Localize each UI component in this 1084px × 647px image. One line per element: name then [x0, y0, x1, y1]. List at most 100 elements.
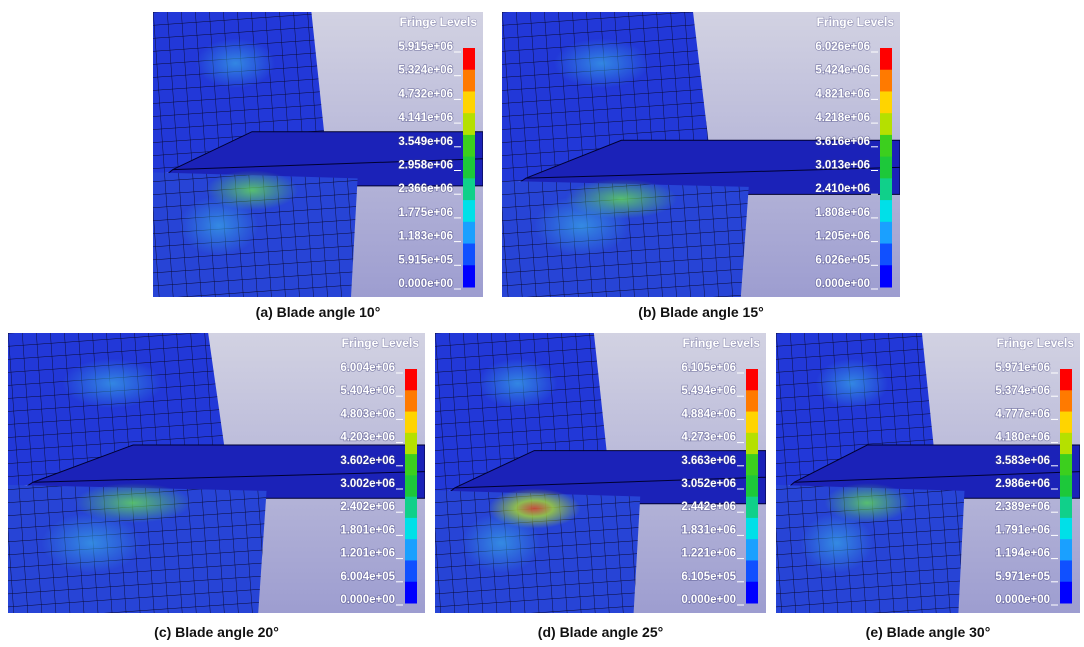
level-label: 5.424e+06 — [815, 65, 870, 77]
caption: (c) Blade angle 20° — [154, 624, 279, 640]
level-label: 4.203e+06 — [340, 432, 395, 444]
level-label: 6.105e+05 — [681, 571, 736, 583]
color-band — [463, 70, 475, 92]
level-label: 5.374e+06 — [995, 385, 1050, 397]
color-band — [746, 518, 758, 540]
color-band — [463, 244, 475, 266]
level-label: 3.013e+06 — [815, 160, 870, 172]
level-label: 3.002e+06 — [340, 478, 395, 490]
level-label: 3.549e+06 — [398, 136, 453, 148]
level-label: 4.777e+06 — [995, 408, 1050, 420]
level-label: 5.324e+06 — [398, 65, 453, 77]
color-band — [405, 412, 417, 434]
color-band — [880, 70, 892, 92]
level-label: 1.801e+06 — [340, 524, 395, 536]
level-label: 0.000e+00 — [995, 594, 1050, 606]
color-band — [746, 475, 758, 497]
level-label: 3.602e+06 — [340, 455, 395, 467]
level-label: 1.775e+06 — [398, 207, 453, 219]
level-label: 1.205e+06 — [815, 231, 870, 243]
level-label: 3.052e+06 — [681, 478, 736, 490]
color-band — [880, 48, 892, 70]
color-band — [405, 433, 417, 455]
color-band — [746, 390, 758, 412]
color-band — [1060, 412, 1072, 434]
color-band — [463, 157, 475, 179]
color-band — [405, 454, 417, 476]
color-band — [1060, 454, 1072, 476]
color-band — [1060, 369, 1072, 391]
level-label: 3.583e+06 — [995, 455, 1050, 467]
color-band — [746, 560, 758, 582]
level-label: 6.026e+05 — [815, 254, 870, 266]
level-label: 5.971e+05 — [995, 571, 1050, 583]
level-label: 3.616e+06 — [815, 136, 870, 148]
color-band — [880, 157, 892, 179]
color-band — [405, 497, 417, 519]
level-label: 4.141e+06 — [398, 112, 453, 124]
color-band — [405, 475, 417, 497]
level-label: 2.410e+06 — [815, 183, 870, 195]
color-band — [746, 539, 758, 561]
caption: (b) Blade angle 15° — [638, 304, 763, 320]
stress-spot — [816, 358, 889, 408]
level-label: 5.971e+06 — [995, 362, 1050, 374]
level-label: 6.004e+05 — [340, 571, 395, 583]
panel: Fringe Levels 6.105e+06 5.494e+06 4.884e+06… — [435, 333, 766, 613]
level-label: 6.026e+06 — [815, 41, 870, 53]
color-band — [746, 369, 758, 391]
figure: Fringe Levels5.915e+065.324e+064.732e+06… — [0, 0, 1084, 642]
level-label: 4.803e+06 — [340, 408, 395, 420]
stress-spot — [41, 513, 141, 573]
panel: Fringe Levels6.026e+065.424e+064.821e+06… — [502, 12, 900, 297]
panel: Fringe Levels6.004e+065.404e+064.803e+06… — [8, 333, 425, 613]
caption: (d) Blade angle 25° — [538, 624, 663, 640]
level-label: 2.389e+06 — [995, 501, 1050, 513]
color-band — [1060, 390, 1072, 412]
legend-title: Fringe Levels — [683, 336, 761, 350]
level-label: 2.442e+06 — [681, 501, 736, 513]
color-band — [405, 518, 417, 540]
level-label: 5.915e+05 — [398, 254, 453, 266]
color-band — [405, 539, 417, 561]
legend-title: Fringe Levels — [997, 336, 1075, 350]
stress-spot — [62, 358, 162, 408]
color-band — [463, 265, 475, 287]
color-band — [880, 222, 892, 244]
color-band — [463, 113, 475, 135]
level-label: 6.105e+06 — [681, 362, 736, 374]
caption: (a) Blade angle 10° — [256, 304, 381, 320]
stress-spot — [179, 196, 258, 256]
color-band — [405, 390, 417, 412]
level-label: 5.915e+06 — [398, 41, 453, 53]
stress-spot — [534, 196, 630, 256]
level-label: 1.808e+06 — [815, 207, 870, 219]
level-label: 4.884e+06 — [681, 408, 736, 420]
color-band — [405, 582, 417, 604]
color-band — [746, 412, 758, 434]
color-band — [1060, 539, 1072, 561]
color-band — [405, 369, 417, 391]
color-band — [880, 244, 892, 266]
stress-spot — [554, 38, 650, 88]
color-band — [880, 178, 892, 200]
color-band — [1060, 475, 1072, 497]
color-band — [880, 113, 892, 135]
level-label: 1.831e+06 — [681, 524, 736, 536]
color-band — [880, 91, 892, 113]
level-label: 5.494e+06 — [681, 385, 736, 397]
level-label: 2.958e+06 — [398, 160, 453, 172]
color-band — [463, 222, 475, 244]
color-band — [1060, 518, 1072, 540]
level-label: 2.986e+06 — [995, 478, 1050, 490]
level-label: 1.201e+06 — [340, 548, 395, 560]
level-label: 4.180e+06 — [995, 432, 1050, 444]
color-band — [463, 48, 475, 70]
color-band — [463, 135, 475, 157]
level-label: 2.402e+06 — [340, 501, 395, 513]
level-label: 0.000e+00 — [398, 278, 453, 290]
caption: (e) Blade angle 30° — [866, 624, 991, 640]
color-band — [746, 454, 758, 476]
stress-spot — [478, 358, 557, 408]
level-label: 1.791e+06 — [995, 524, 1050, 536]
